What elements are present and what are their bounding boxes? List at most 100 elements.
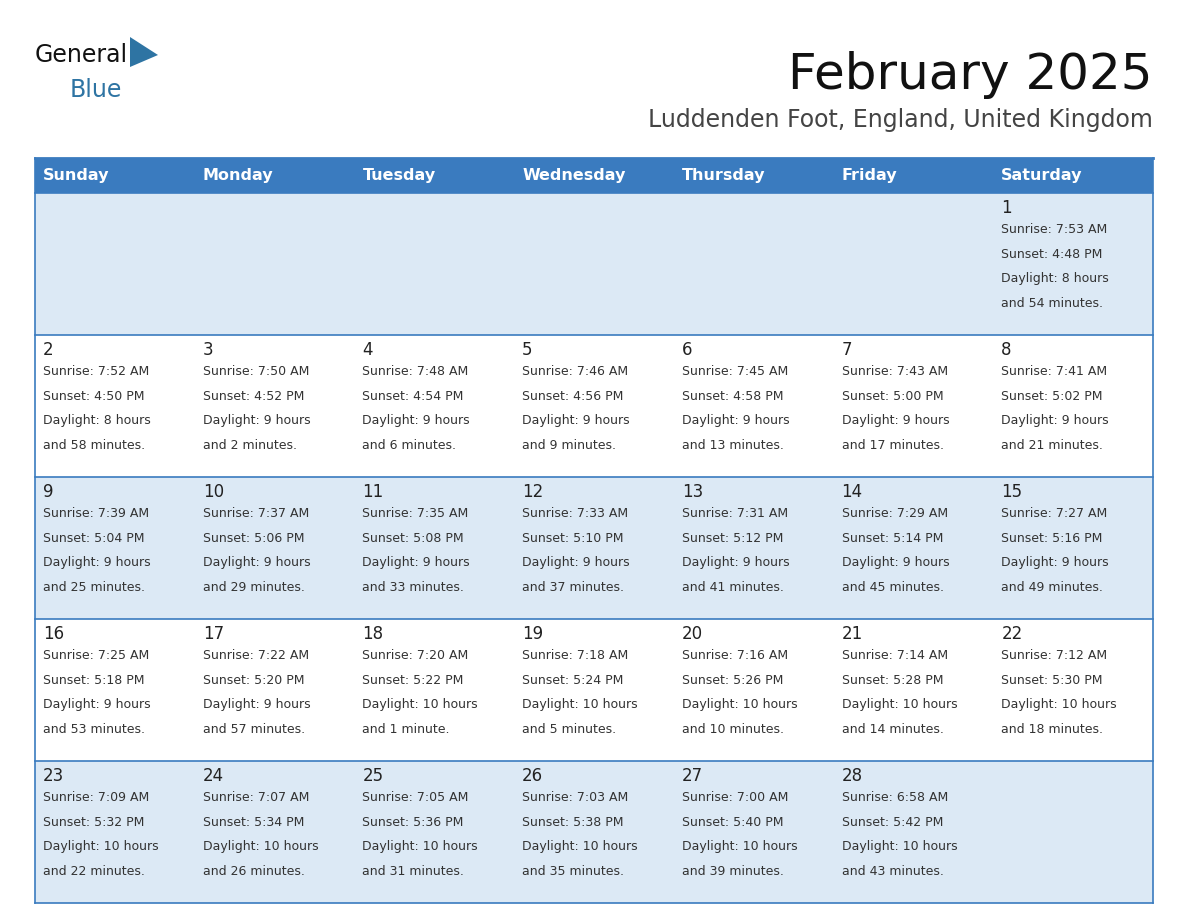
Text: 17: 17 (203, 625, 223, 643)
Text: Daylight: 9 hours: Daylight: 9 hours (1001, 414, 1108, 428)
Bar (674, 193, 834, 335)
Text: 23: 23 (43, 767, 64, 785)
Text: 22: 22 (1001, 625, 1023, 643)
Text: and 21 minutes.: and 21 minutes. (1001, 439, 1104, 452)
Text: 18: 18 (362, 625, 384, 643)
Bar (993, 335, 1154, 477)
Text: Sunset: 5:34 PM: Sunset: 5:34 PM (203, 816, 304, 829)
Text: Sunset: 5:32 PM: Sunset: 5:32 PM (43, 816, 145, 829)
Text: Daylight: 8 hours: Daylight: 8 hours (43, 414, 151, 428)
Text: Sunrise: 7:48 AM: Sunrise: 7:48 AM (362, 365, 469, 378)
Bar (674, 477, 834, 619)
Text: Daylight: 10 hours: Daylight: 10 hours (203, 841, 318, 854)
Text: Sunrise: 7:52 AM: Sunrise: 7:52 AM (43, 365, 150, 378)
Bar (993, 158, 1154, 193)
Text: 2: 2 (43, 341, 53, 359)
Text: Sunset: 5:00 PM: Sunset: 5:00 PM (841, 390, 943, 403)
Text: Sunset: 5:20 PM: Sunset: 5:20 PM (203, 674, 304, 687)
Bar (834, 158, 993, 193)
Text: and 22 minutes.: and 22 minutes. (43, 865, 145, 878)
Text: Sunrise: 7:12 AM: Sunrise: 7:12 AM (1001, 649, 1107, 663)
Text: and 2 minutes.: and 2 minutes. (203, 439, 297, 452)
Text: 8: 8 (1001, 341, 1012, 359)
Text: Sunset: 5:14 PM: Sunset: 5:14 PM (841, 532, 943, 545)
Text: and 43 minutes.: and 43 minutes. (841, 865, 943, 878)
Bar (354, 477, 514, 619)
Bar (674, 761, 834, 903)
Text: 28: 28 (841, 767, 862, 785)
Text: Sunrise: 7:29 AM: Sunrise: 7:29 AM (841, 508, 948, 521)
Text: Daylight: 9 hours: Daylight: 9 hours (203, 556, 310, 569)
Text: 1: 1 (1001, 199, 1012, 217)
Text: and 17 minutes.: and 17 minutes. (841, 439, 943, 452)
Text: Daylight: 10 hours: Daylight: 10 hours (682, 699, 797, 711)
Text: Sunrise: 7:35 AM: Sunrise: 7:35 AM (362, 508, 469, 521)
Text: Daylight: 9 hours: Daylight: 9 hours (841, 556, 949, 569)
Text: Sunset: 5:42 PM: Sunset: 5:42 PM (841, 816, 943, 829)
Text: Luddenden Foot, England, United Kingdom: Luddenden Foot, England, United Kingdom (649, 108, 1154, 132)
Text: Sunset: 4:48 PM: Sunset: 4:48 PM (1001, 248, 1102, 261)
Bar (514, 335, 674, 477)
Text: 27: 27 (682, 767, 703, 785)
Bar (354, 193, 514, 335)
Text: 10: 10 (203, 483, 223, 501)
Bar (34, 335, 195, 477)
Text: Sunset: 4:56 PM: Sunset: 4:56 PM (523, 390, 624, 403)
Text: and 13 minutes.: and 13 minutes. (682, 439, 784, 452)
Bar (993, 761, 1154, 903)
Bar (354, 761, 514, 903)
Bar (993, 477, 1154, 619)
Text: and 58 minutes.: and 58 minutes. (43, 439, 145, 452)
Text: Sunset: 5:16 PM: Sunset: 5:16 PM (1001, 532, 1102, 545)
Text: Daylight: 10 hours: Daylight: 10 hours (682, 841, 797, 854)
Bar (514, 193, 674, 335)
Bar (674, 619, 834, 761)
Text: Sunset: 5:04 PM: Sunset: 5:04 PM (43, 532, 145, 545)
Text: Sunrise: 7:45 AM: Sunrise: 7:45 AM (682, 365, 788, 378)
Text: 14: 14 (841, 483, 862, 501)
Text: 19: 19 (523, 625, 543, 643)
Text: Daylight: 9 hours: Daylight: 9 hours (523, 556, 630, 569)
Text: Sunrise: 7:41 AM: Sunrise: 7:41 AM (1001, 365, 1107, 378)
Text: Sunset: 5:30 PM: Sunset: 5:30 PM (1001, 674, 1102, 687)
Text: 5: 5 (523, 341, 532, 359)
Bar (514, 619, 674, 761)
Text: Sunset: 5:18 PM: Sunset: 5:18 PM (43, 674, 145, 687)
Text: Sunrise: 7:31 AM: Sunrise: 7:31 AM (682, 508, 788, 521)
Text: Sunset: 4:52 PM: Sunset: 4:52 PM (203, 390, 304, 403)
Text: Sunrise: 6:58 AM: Sunrise: 6:58 AM (841, 791, 948, 804)
Text: Blue: Blue (70, 78, 122, 102)
Text: 7: 7 (841, 341, 852, 359)
Text: Daylight: 9 hours: Daylight: 9 hours (1001, 556, 1108, 569)
Text: and 9 minutes.: and 9 minutes. (523, 439, 617, 452)
Text: Daylight: 9 hours: Daylight: 9 hours (362, 556, 470, 569)
Text: Sunset: 5:12 PM: Sunset: 5:12 PM (682, 532, 783, 545)
Text: Sunrise: 7:20 AM: Sunrise: 7:20 AM (362, 649, 469, 663)
Bar (834, 335, 993, 477)
Text: 21: 21 (841, 625, 862, 643)
Text: Sunset: 4:54 PM: Sunset: 4:54 PM (362, 390, 463, 403)
Text: Sunset: 5:22 PM: Sunset: 5:22 PM (362, 674, 463, 687)
Text: Daylight: 9 hours: Daylight: 9 hours (43, 699, 151, 711)
Text: Saturday: Saturday (1001, 168, 1082, 183)
Text: and 14 minutes.: and 14 minutes. (841, 723, 943, 736)
Text: February 2025: February 2025 (789, 51, 1154, 99)
Text: 4: 4 (362, 341, 373, 359)
Text: 15: 15 (1001, 483, 1023, 501)
Text: Daylight: 10 hours: Daylight: 10 hours (362, 841, 478, 854)
Text: Sunrise: 7:16 AM: Sunrise: 7:16 AM (682, 649, 788, 663)
Bar (834, 477, 993, 619)
Bar (354, 158, 514, 193)
Text: Sunrise: 7:03 AM: Sunrise: 7:03 AM (523, 791, 628, 804)
Text: and 57 minutes.: and 57 minutes. (203, 723, 305, 736)
Bar (834, 619, 993, 761)
Text: Sunset: 5:26 PM: Sunset: 5:26 PM (682, 674, 783, 687)
Text: Sunrise: 7:09 AM: Sunrise: 7:09 AM (43, 791, 150, 804)
Text: and 10 minutes.: and 10 minutes. (682, 723, 784, 736)
Text: Sunrise: 7:14 AM: Sunrise: 7:14 AM (841, 649, 948, 663)
Text: and 45 minutes.: and 45 minutes. (841, 581, 943, 594)
Bar (674, 158, 834, 193)
Text: 16: 16 (43, 625, 64, 643)
Text: 26: 26 (523, 767, 543, 785)
Text: and 18 minutes.: and 18 minutes. (1001, 723, 1104, 736)
